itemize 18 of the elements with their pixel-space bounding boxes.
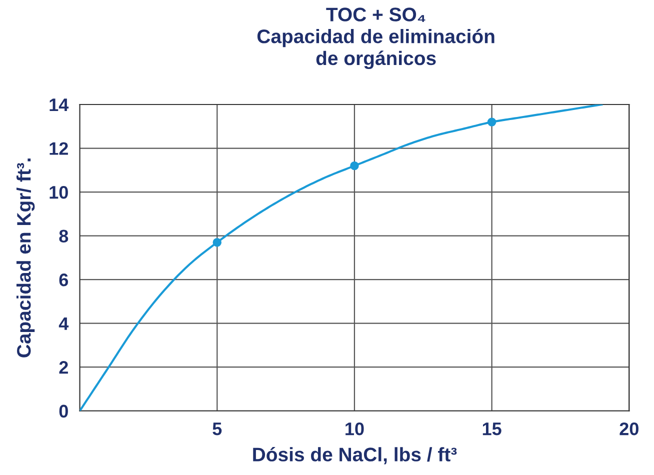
y-tick-label: 12: [50, 142, 68, 155]
y-tick-label: 8: [59, 230, 68, 243]
point: [212, 238, 222, 247]
y-tick-label: 0: [59, 404, 68, 418]
x-axis-title: Dósis de NaCl, lbs / ft³: [253, 446, 457, 464]
x-tick-label: 5: [212, 422, 222, 436]
y-axis-title: Capacidad en Kgr/ ft³.: [16, 158, 35, 358]
x-tick-label: 15: [482, 422, 502, 436]
chart-title: TOC + SO₄ Capacidad de eliminación de orgánicos: [257, 8, 494, 70]
point: [487, 118, 496, 126]
point: [350, 161, 359, 170]
y-tick-label: 4: [58, 317, 69, 330]
y-tick-label: 14: [50, 98, 69, 112]
y-tick-label: 2: [59, 361, 68, 374]
x-tick-label: 10: [346, 422, 364, 436]
x-tick-label: 20: [620, 422, 638, 436]
y-tick-label: 6: [59, 274, 68, 286]
y-tick-label: 10: [50, 186, 68, 199]
